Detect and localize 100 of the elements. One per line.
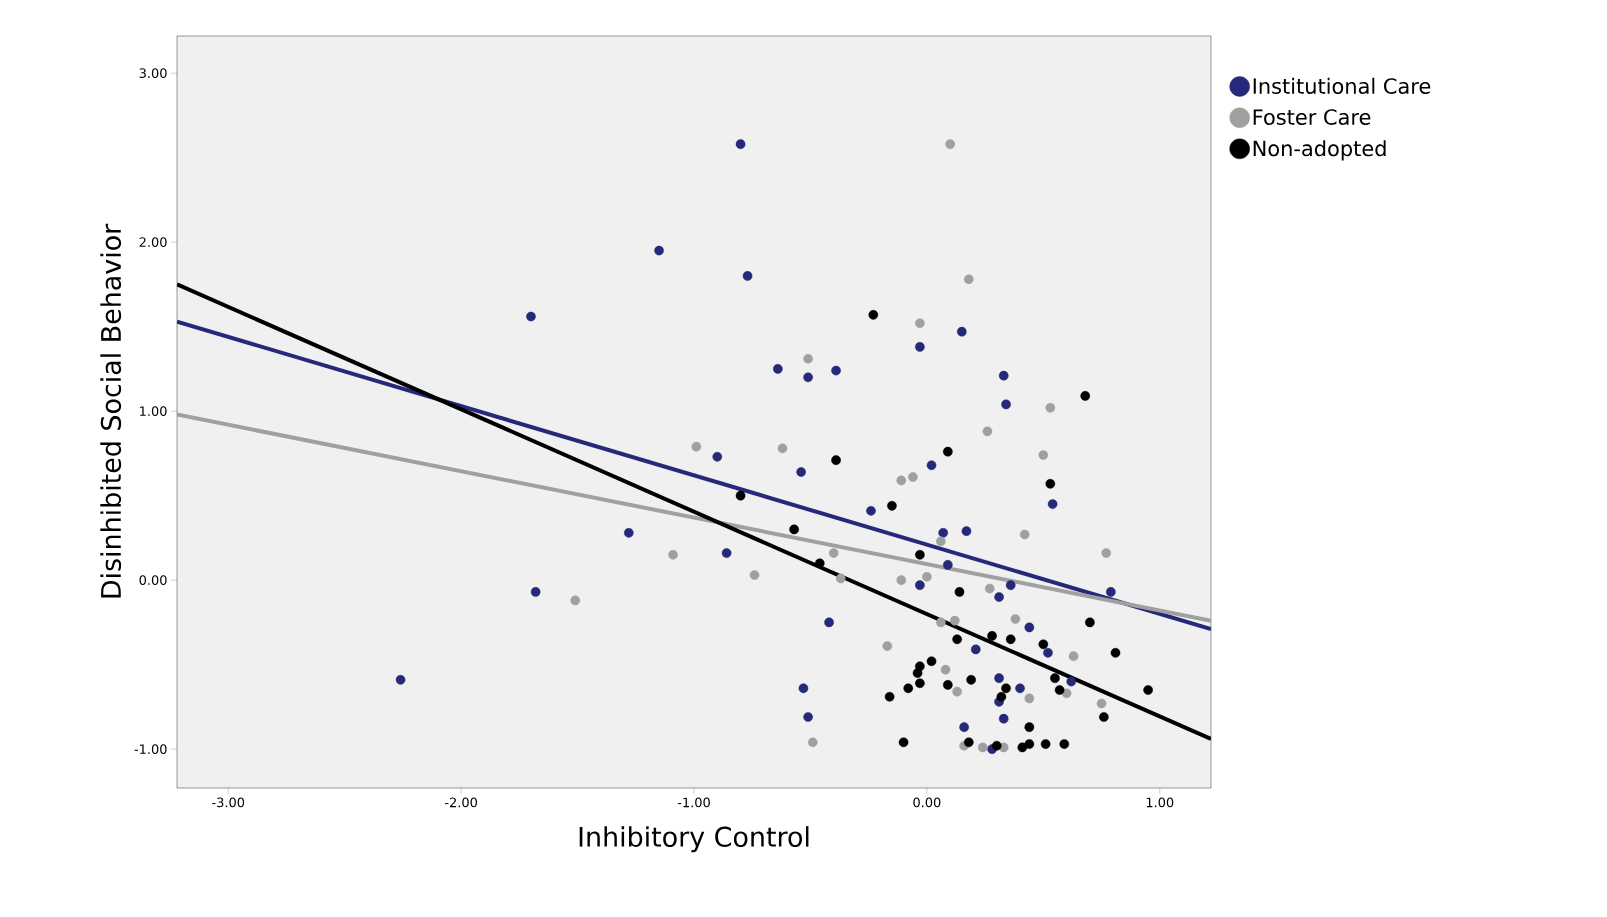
point: [835, 573, 846, 584]
point: [908, 472, 918, 482]
point: [803, 712, 813, 722]
point: [1024, 722, 1035, 732]
point: [1110, 648, 1121, 658]
point: [1019, 529, 1030, 540]
point: [1001, 399, 1011, 410]
y-axis-title: Disinhibited Social Behavior: [100, 223, 122, 598]
point: [915, 342, 925, 352]
point: [943, 680, 953, 690]
point: [915, 549, 925, 560]
point: [991, 740, 1002, 751]
point: [1059, 739, 1070, 749]
point: [884, 691, 895, 702]
point: [1045, 479, 1056, 489]
point: [721, 548, 732, 558]
point: [943, 446, 953, 457]
point: [1043, 648, 1053, 658]
point: [712, 451, 723, 462]
point: [987, 631, 997, 641]
point: [1047, 499, 1058, 509]
x-tick-label: -1.00: [677, 797, 710, 808]
legend-label: Non-adopted: [1253, 140, 1386, 161]
point: [691, 441, 702, 452]
y-tick-label: 3.00: [139, 68, 167, 79]
point: [1085, 617, 1095, 628]
point: [887, 500, 897, 511]
point: [936, 536, 946, 547]
point: [1040, 739, 1051, 749]
point: [998, 370, 1009, 381]
point: [915, 318, 925, 329]
y-tick-label: -1.00: [134, 744, 167, 755]
x-tick-label: 1.00: [1146, 797, 1174, 808]
point: [1015, 683, 1025, 694]
point: [982, 426, 993, 437]
point: [735, 490, 746, 501]
point: [798, 683, 809, 694]
point: [668, 549, 678, 560]
point: [1038, 450, 1049, 460]
point: [966, 675, 976, 685]
point: [954, 587, 965, 597]
point: [866, 506, 876, 516]
point: [1038, 639, 1049, 650]
point: [789, 524, 799, 535]
point: [1024, 739, 1035, 749]
point: [1050, 673, 1060, 683]
point: [807, 737, 818, 748]
point: [1066, 676, 1077, 687]
point: [957, 326, 967, 337]
point: [1045, 402, 1056, 413]
point: [1080, 391, 1091, 401]
point: [623, 528, 634, 538]
point: [912, 668, 923, 678]
point: [977, 742, 988, 753]
point: [735, 139, 746, 149]
legend-label: Institutional Care: [1253, 77, 1431, 94]
point: [530, 587, 541, 597]
point: [898, 737, 909, 748]
point: [926, 656, 937, 667]
point: [996, 691, 1007, 702]
point: [1054, 685, 1065, 695]
point: [1068, 651, 1079, 661]
y-tick-label: 1.00: [140, 406, 167, 417]
point: [1024, 693, 1035, 704]
point: [526, 311, 536, 322]
point: [959, 722, 969, 732]
point: [915, 580, 925, 591]
point: [938, 528, 948, 538]
point: [1005, 580, 1016, 591]
point: [824, 617, 834, 628]
point: [970, 644, 981, 655]
point: [945, 139, 955, 149]
point: [749, 570, 760, 580]
point: [994, 592, 1004, 602]
point: [1099, 712, 1109, 722]
point: [1005, 634, 1016, 645]
x-axis-title: Inhibitory Control: [579, 826, 809, 853]
point: [803, 353, 813, 364]
point: [943, 560, 953, 570]
point: [1024, 622, 1035, 633]
point: [570, 595, 581, 606]
legend-label: Foster Care: [1253, 109, 1371, 125]
point: [950, 615, 960, 626]
point: [952, 634, 962, 645]
point: [1101, 548, 1111, 558]
point: [1010, 614, 1021, 624]
point: [896, 475, 907, 486]
point: [952, 686, 962, 697]
point: [961, 526, 972, 536]
point: [1106, 587, 1116, 597]
point: [940, 664, 951, 675]
point: [994, 673, 1004, 683]
point: [936, 617, 946, 628]
x-tick-label: 0.00: [913, 797, 941, 808]
point: [654, 245, 664, 256]
point: [922, 571, 932, 582]
point: [742, 271, 753, 281]
point: [831, 365, 841, 376]
point: [882, 641, 893, 651]
point: [984, 583, 995, 594]
